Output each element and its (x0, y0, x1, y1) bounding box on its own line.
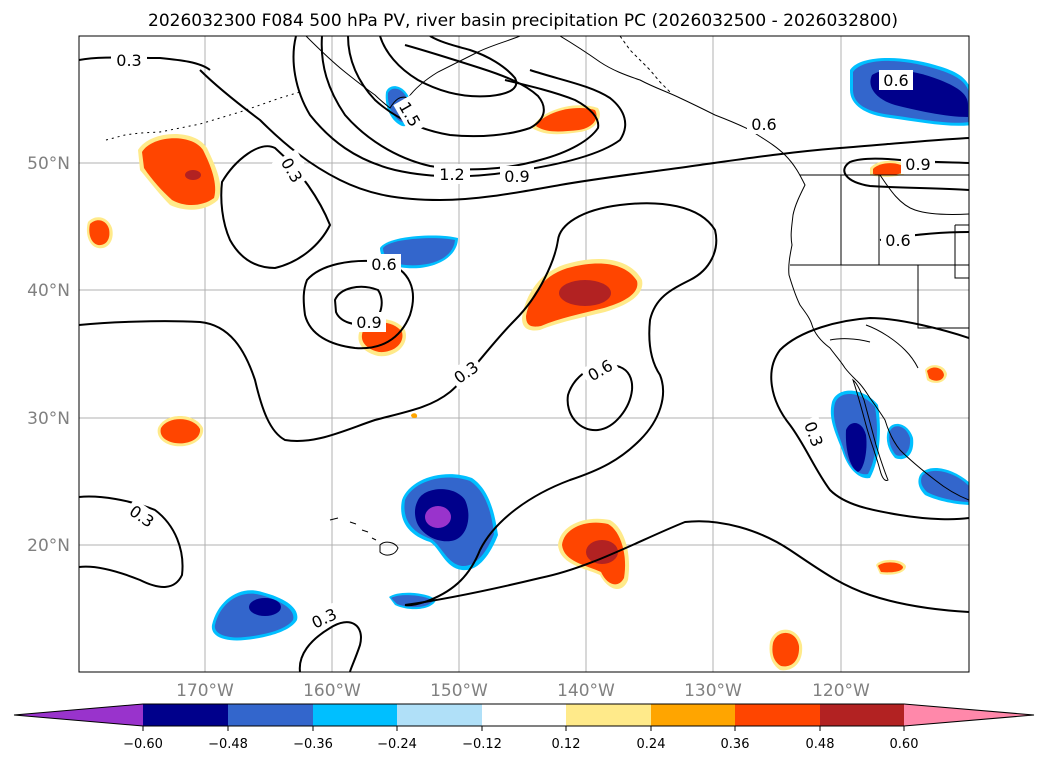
coastline-california-bay (865, 324, 919, 369)
map-title: 2026032300 F084 500 hPa PV, river basin … (148, 11, 898, 31)
colorbar-tick-label: −0.24 (377, 737, 417, 752)
anomaly-blob-mexico (876, 559, 906, 575)
pv-contour-0.3-southwest (79, 495, 184, 588)
anomaly-blob-central-east (522, 258, 643, 331)
pv-contour-0.3-gulf (220, 145, 332, 270)
colorbar-segment (482, 704, 566, 726)
pv-contour-0.3-central (79, 202, 718, 607)
colorbar-tick-label: −0.48 (208, 737, 248, 752)
pv-contour-0.6-south-central (566, 364, 634, 432)
positive-anomaly-areas (86, 105, 947, 671)
anomaly-blob-south-east (769, 629, 803, 671)
colorbar-tick-label: −0.36 (293, 737, 333, 752)
pv-contour-1.8 (379, 36, 518, 98)
contour-label: 0.6 (883, 71, 908, 90)
colorbar-tick-label: 0.60 (890, 737, 919, 752)
colorbar-segment (651, 704, 735, 726)
lon-label-170w: 170°W (176, 681, 234, 701)
anomaly-blob-gulf-alaska-west (138, 133, 221, 210)
colorbar-tick-label: −0.12 (462, 737, 502, 752)
colorbar-extend-high (904, 704, 1034, 726)
pv-contour-0.3-southeast (770, 316, 969, 521)
contour-label: 0.6 (751, 115, 776, 134)
pv-contour-0.6-north (199, 69, 969, 202)
anomaly-blob-south-central (558, 518, 630, 590)
pv-contour-1.5 (347, 36, 545, 138)
colorbar-ticks (142, 726, 905, 731)
negative-anomaly-areas (211, 58, 969, 641)
gridlines (79, 36, 969, 672)
coastline-baja-california (852, 378, 889, 481)
pv-contour-0.3-south (298, 621, 362, 672)
lon-label-140w: 140°W (557, 681, 615, 701)
lat-label-40n: 40°N (27, 281, 70, 301)
anomaly-blob-hawaii-south (389, 592, 436, 610)
contour-label: 0.9 (356, 313, 381, 332)
lon-label-150w: 150°W (430, 681, 488, 701)
colorbar-segment (820, 704, 904, 726)
anomaly-blob-tiny (411, 413, 418, 419)
colorbar-tick-label: 0.36 (721, 737, 750, 752)
pv-contour-0.9-central (333, 285, 383, 326)
border-interior-2 (829, 338, 871, 343)
anomaly-blob-south-west-blue (211, 590, 298, 641)
colorbar-segment (143, 704, 228, 726)
lat-label-50n: 50°N (27, 154, 70, 174)
pv-contour-0.6-central (302, 259, 414, 350)
colorbar-tick-label: −0.60 (123, 737, 163, 752)
colorbar-tick-label: 0.24 (637, 737, 666, 752)
colorbar-extend-low (14, 704, 143, 726)
border-state-4 (954, 224, 969, 279)
contour-label: 0.6 (371, 255, 396, 274)
colorbar-segment (228, 704, 313, 726)
border-state-3 (917, 265, 969, 329)
anomaly-blob-washington (870, 160, 910, 177)
contour-label: 0.6 (885, 231, 910, 250)
lon-label-160w: 160°W (303, 681, 361, 701)
contour-label: 0.9 (905, 155, 930, 174)
colorbar-segment (313, 704, 397, 726)
lat-label-20n: 20°N (27, 536, 70, 556)
coastline-alaska-south (305, 36, 521, 109)
anomaly-blob-south-west (157, 416, 204, 447)
pv-contour-0.3-north (79, 56, 211, 71)
island-hawaii-big (379, 541, 399, 556)
contour-label: 0.9 (504, 167, 529, 186)
colorbar-tick-label: 0.48 (806, 737, 835, 752)
pv-contour-1.2 (320, 36, 600, 171)
pv-contour-south-0.3-east (404, 520, 969, 613)
anomaly-blob-far-west (86, 217, 113, 249)
anomaly-blob-north-central (532, 105, 600, 135)
contour-label: 1.2 (439, 165, 464, 184)
lon-label-120w: 120°W (812, 681, 870, 701)
colorbar: −0.60 −0.48 −0.36 −0.24 −0.12 0.12 0.24 … (13, 703, 1035, 752)
anomaly-blob-hawaii-north (401, 474, 498, 571)
coastline-north-america (559, 36, 969, 501)
colorbar-tick-label: 0.12 (552, 737, 581, 752)
latitude-labels: 20°N 30°N 40°N 50°N (27, 154, 70, 556)
coastline-inside-passage (619, 36, 671, 93)
contour-label: 0.3 (116, 51, 141, 70)
longitude-labels: 170°W 160°W 150°W 140°W 130°W 120°W (176, 681, 870, 701)
lat-label-30n: 30°N (27, 409, 70, 429)
anomaly-blob-california (925, 365, 947, 383)
colorbar-segment (735, 704, 820, 726)
anomaly-blob-mexico-west (886, 423, 914, 460)
island-hawaii-chain (329, 517, 377, 541)
colorbar-segment (397, 704, 482, 726)
map-frame (78, 35, 970, 673)
colorbar-segment (566, 704, 651, 726)
lon-label-130w: 130°W (684, 681, 742, 701)
map-background (79, 36, 969, 672)
coastlines (105, 36, 969, 556)
